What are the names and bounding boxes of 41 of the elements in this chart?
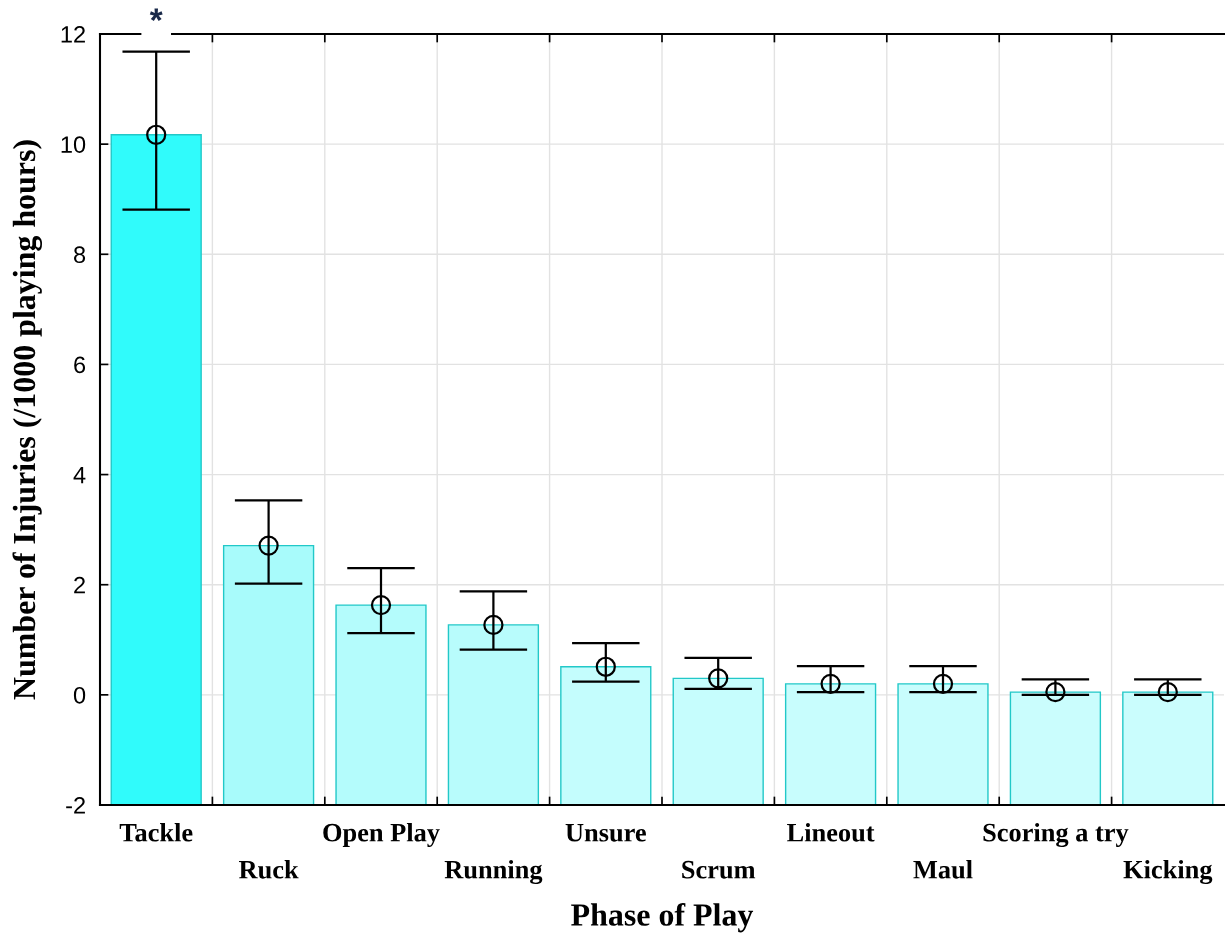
bar <box>222 544 315 805</box>
x-tick-label: Kicking <box>1123 859 1213 885</box>
x-axis-title: Phase of Play <box>571 903 754 933</box>
point <box>595 656 616 677</box>
point <box>370 594 392 616</box>
x-tick-label: Lineout <box>787 823 875 842</box>
bar <box>560 666 652 805</box>
x-tick-label: Running <box>444 859 543 885</box>
bar <box>1122 691 1214 805</box>
point <box>258 535 279 556</box>
point <box>146 124 167 145</box>
x-tick-label: Maul <box>913 860 973 879</box>
x-tick-label: Unsure <box>565 824 646 842</box>
bar <box>672 677 764 805</box>
y-tick-label: 0 <box>73 686 86 704</box>
point <box>1045 681 1066 703</box>
point <box>820 673 841 694</box>
y-tick-label: 2 <box>74 576 85 594</box>
point <box>708 668 729 689</box>
y-tick-label: 10 <box>61 136 86 153</box>
point <box>1157 681 1178 703</box>
bar <box>447 624 540 805</box>
y-axis-title: Number of Injuries (/1000 playing hours) <box>12 140 42 700</box>
x-tick-label: Open Play <box>323 823 440 847</box>
y-tick-label: 6 <box>74 356 86 374</box>
x-tick-label: Scoring a try <box>983 822 1129 848</box>
point <box>932 673 954 694</box>
x-tick-label: Scrum <box>682 860 756 879</box>
text: * <box>149 8 163 21</box>
y-tick-label: 12 <box>61 26 85 43</box>
bar <box>784 683 877 805</box>
y-tick-label: -2 <box>66 797 85 814</box>
bar <box>1009 691 1102 805</box>
bar <box>335 604 427 805</box>
point <box>483 614 504 636</box>
bar <box>110 134 202 805</box>
y-tick-label: 4 <box>73 466 86 484</box>
y-tick-label: 8 <box>74 246 86 264</box>
bar <box>897 683 989 805</box>
x-tick-label: Tackle <box>119 823 193 842</box>
x-tick-label: Ruck <box>238 860 299 879</box>
